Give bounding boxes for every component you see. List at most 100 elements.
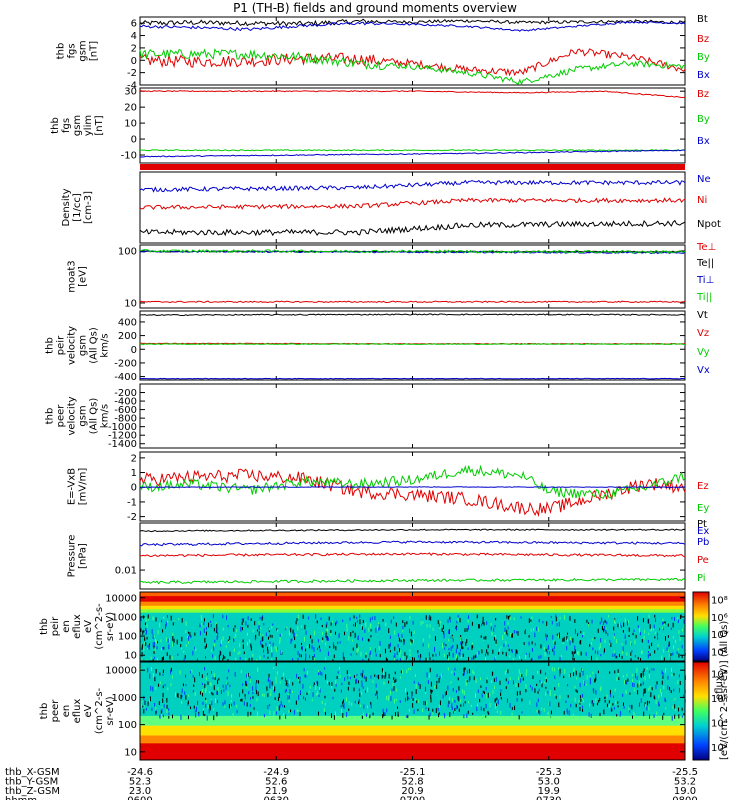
spectrogram-pixel xyxy=(256,680,258,683)
spectrogram-pixel xyxy=(410,631,412,637)
spectrogram-pixel xyxy=(335,646,337,651)
spectrogram-pixel xyxy=(635,634,637,639)
spectrogram-pixel xyxy=(666,647,668,651)
spectrogram-pixel xyxy=(674,698,676,701)
spectrogram-pixel xyxy=(559,695,561,700)
spectrogram-pixel xyxy=(574,645,576,651)
spectrogram-pixel xyxy=(321,640,323,643)
spectrogram-pixel xyxy=(274,686,276,692)
spectrogram-pixel xyxy=(196,658,198,662)
spectrogram-pixel xyxy=(241,621,243,626)
spectrogram-pixel xyxy=(486,649,488,654)
spectrogram-pixel xyxy=(493,678,495,682)
spectrogram-pixel xyxy=(388,673,390,679)
y-axis-label: gsm xyxy=(72,115,83,136)
spectrogram-pixel xyxy=(240,626,242,632)
spectrogram-pixel xyxy=(667,685,669,690)
spectrogram-pixel xyxy=(296,709,298,712)
spectrogram-pixel xyxy=(633,711,635,716)
spectrogram-pixel xyxy=(442,624,444,630)
spectrogram-pixel xyxy=(648,632,650,636)
spectrogram-pixel xyxy=(252,653,254,657)
spectrogram-pixel xyxy=(649,714,651,719)
spectrogram-pixel xyxy=(283,713,285,718)
spectrogram-pixel xyxy=(613,650,615,654)
y-tick-label: 10000 xyxy=(105,593,137,604)
spectrogram-pixel xyxy=(320,617,322,620)
spectrogram-pixel xyxy=(430,616,432,621)
spectrogram-pixel xyxy=(528,641,530,646)
legend-entry: Ni xyxy=(697,195,707,206)
spectrogram-pixel xyxy=(176,693,178,697)
spectrogram-pixel xyxy=(439,700,441,706)
spectrogram-pixel xyxy=(565,700,567,703)
spectrogram-pixel xyxy=(573,657,575,663)
spectrogram-pixel xyxy=(369,624,371,627)
spectrogram-pixel xyxy=(649,653,651,657)
spectrogram-pixel xyxy=(498,651,500,655)
spectrogram-pixel xyxy=(393,657,395,662)
spectrogram-pixel xyxy=(576,690,578,694)
spectrogram-pixel xyxy=(214,656,216,661)
spectrogram-pixel xyxy=(350,653,352,656)
panel-frame xyxy=(139,310,686,381)
spectrogram-pixel xyxy=(254,621,256,626)
spectrogram-pixel xyxy=(563,636,565,642)
spectrogram-pixel xyxy=(571,651,573,655)
spectrogram-pixel xyxy=(184,691,186,695)
spectrogram-pixel xyxy=(532,675,534,680)
spectrogram-pixel xyxy=(592,688,594,691)
spectrogram-pixel xyxy=(279,634,281,638)
spectrogram-pixel xyxy=(570,636,572,641)
spectrogram-pixel xyxy=(497,699,499,705)
spectrogram-pixel xyxy=(205,643,207,648)
spectrogram-pixel xyxy=(370,675,372,679)
y-tick-label: 0 xyxy=(131,483,137,494)
spectrogram-pixel xyxy=(234,671,236,677)
spectrogram-pixel xyxy=(288,710,290,713)
spectrogram-pixel xyxy=(644,688,646,694)
spectrogram-pixel xyxy=(146,636,148,640)
spectrogram-pixel xyxy=(356,643,358,648)
spectrogram-pixel xyxy=(335,622,337,626)
legend-entry: Pe xyxy=(697,555,709,566)
spectrogram-pixel xyxy=(294,636,296,641)
spectrogram-pixel xyxy=(651,642,653,647)
spectrogram-pixel xyxy=(628,706,630,711)
spectrogram-pixel xyxy=(443,631,445,635)
spectrogram-pixel xyxy=(249,697,251,700)
y-axis-label: fgs xyxy=(67,43,78,58)
spectrogram-pixel xyxy=(451,636,453,639)
spectrogram-pixel xyxy=(457,614,459,618)
spectrogram-pixel xyxy=(631,650,633,653)
spectrogram-pixel xyxy=(269,679,271,685)
spectrogram-pixel xyxy=(252,686,254,691)
spectrogram-pixel xyxy=(480,706,482,711)
spectrogram-pixel xyxy=(550,715,552,720)
spectrogram-pixel xyxy=(281,677,283,680)
spectrogram-pixel xyxy=(617,670,619,676)
spectrogram-pixel xyxy=(558,634,560,639)
spectrogram-pixel xyxy=(284,689,286,693)
spectrogram-pixel xyxy=(193,705,195,709)
spectrogram-pixel xyxy=(604,620,606,624)
spectrogram-pixel xyxy=(545,648,547,652)
y-axis-label: gsm xyxy=(78,335,89,356)
spectrogram-pixel xyxy=(632,632,634,636)
spectrogram-pixel xyxy=(452,638,454,642)
spectrogram-pixel xyxy=(614,652,616,657)
spectrogram-pixel xyxy=(361,683,363,687)
spectrogram-pixel xyxy=(272,623,274,626)
spectrogram-pixel xyxy=(538,710,540,714)
spectrogram-pixel xyxy=(510,616,512,620)
spectrogram-pixel xyxy=(363,704,365,709)
series-line-vy xyxy=(139,343,685,346)
series-line-pe xyxy=(139,552,686,558)
spectrogram-pixel xyxy=(145,629,147,634)
spectrogram-pixel xyxy=(422,708,424,713)
spectrogram-band xyxy=(140,735,685,744)
spectrogram-pixel xyxy=(534,642,536,646)
spectrogram-pixel xyxy=(147,645,149,650)
spectrogram-pixel xyxy=(291,638,293,642)
